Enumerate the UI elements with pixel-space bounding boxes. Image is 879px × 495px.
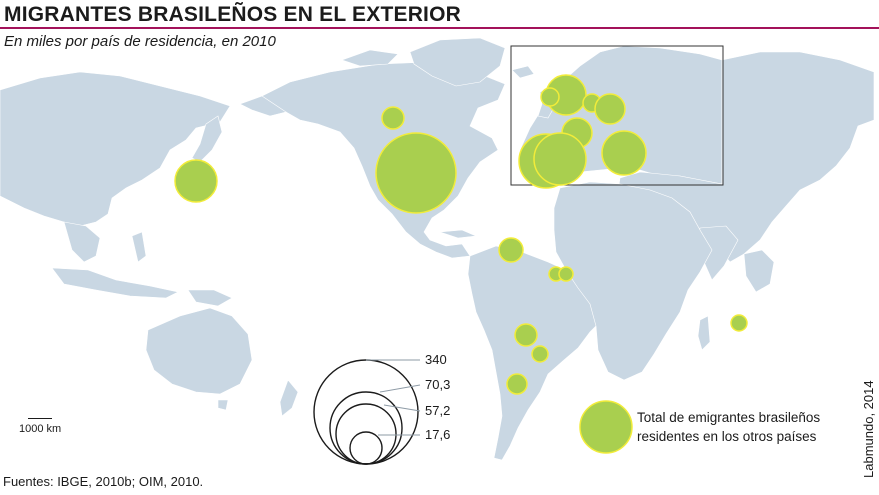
- legend-bubble: [579, 400, 633, 454]
- land-southeast-asia: [743, 249, 775, 293]
- land-new-guinea: [187, 289, 233, 307]
- bubble-italy: [601, 130, 647, 176]
- size-circle-340: [313, 359, 419, 465]
- page-subtitle: En miles por país de residencia, en 2010: [4, 33, 276, 50]
- legend-description: Total de emigrantes brasileños residente…: [637, 408, 820, 446]
- land-arctic-islands: [341, 49, 399, 67]
- land-greenland: [409, 37, 506, 87]
- bubble-usa: [375, 132, 457, 214]
- scale-bar: [28, 418, 52, 419]
- land-madagascar: [697, 315, 711, 351]
- bubble-ireland: [540, 87, 560, 107]
- size-label-57: 57,2: [425, 403, 451, 418]
- bubble-japan: [174, 159, 218, 203]
- land-tasmania: [217, 399, 229, 411]
- land-cuba: [439, 229, 478, 239]
- land-africa: [553, 181, 713, 381]
- land-japan: [191, 115, 223, 163]
- bubble-argentina: [506, 373, 528, 395]
- bubble-spain: [533, 132, 587, 186]
- bubble-venezuela: [498, 237, 524, 263]
- page-title: MIGRANTES BRASILEÑOS EN EL EXTERIOR: [4, 3, 461, 26]
- europe-inset-frame: [510, 45, 724, 186]
- land-new-zealand: [279, 379, 299, 417]
- bubble-bolivia: [514, 323, 538, 347]
- size-label-340: 340: [425, 352, 447, 367]
- size-legend-leaders: [366, 359, 421, 436]
- bubble-french-guiana: [558, 266, 574, 282]
- land-australia: [145, 307, 253, 395]
- land-alaska: [239, 95, 287, 117]
- legend-line-2: residentes en los otros países: [637, 429, 817, 444]
- bubble-angola: [730, 314, 748, 332]
- land-east-asia-west: [0, 71, 231, 227]
- size-legend: [313, 359, 419, 465]
- credit-label: Labmundo, 2014: [861, 380, 876, 478]
- land-philippines: [131, 231, 147, 263]
- land-masses: [0, 37, 875, 461]
- size-label-70: 70,3: [425, 377, 451, 392]
- land-indonesia: [51, 267, 179, 299]
- bubble-layer: [174, 74, 748, 454]
- land-iceland: [511, 65, 535, 79]
- size-label-17: 17,6: [425, 427, 451, 442]
- size-circle-17: [349, 431, 383, 465]
- size-circle-70: [329, 391, 403, 465]
- bubble-canada: [381, 106, 405, 130]
- land-indochina: [63, 221, 101, 263]
- bubble-germany: [594, 93, 626, 125]
- sources-note: Fuentes: IBGE, 2010b; OIM, 2010.: [3, 474, 204, 489]
- size-circle-57: [335, 403, 397, 465]
- scale-label: 1000 km: [19, 423, 62, 435]
- legend-line-1: Total de emigrantes brasileños: [637, 410, 821, 425]
- title-rule: [0, 27, 879, 29]
- bubble-paraguay: [531, 345, 549, 363]
